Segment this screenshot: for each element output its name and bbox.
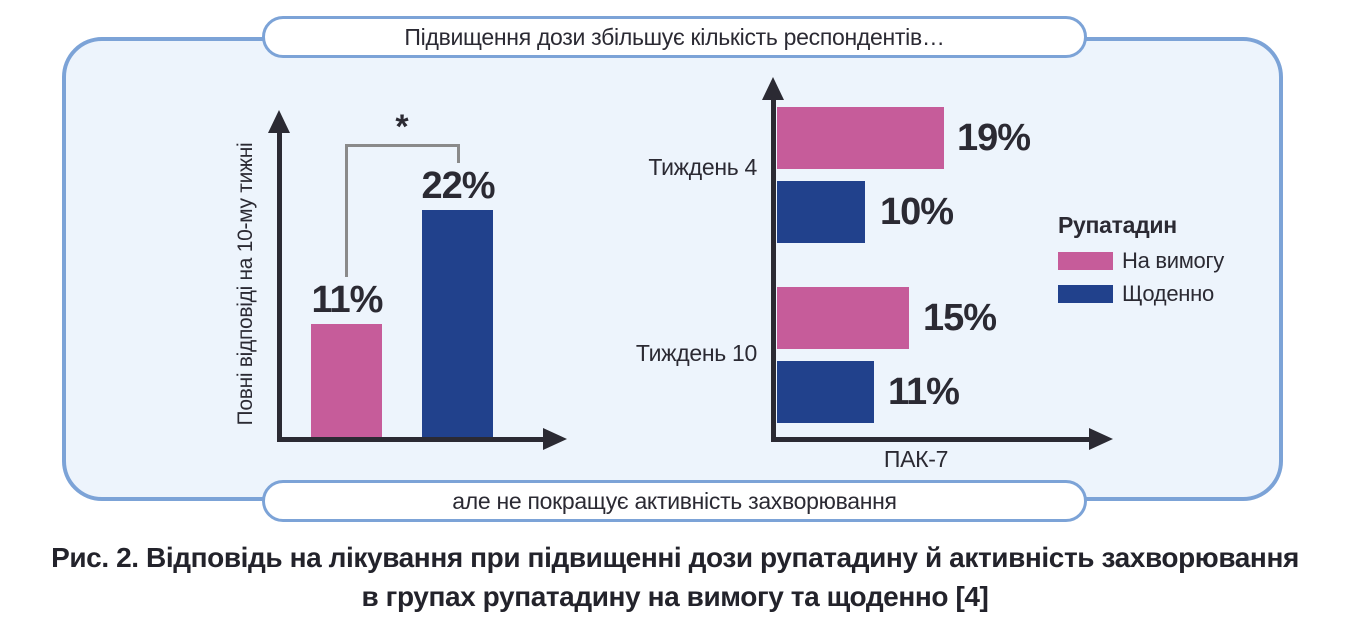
left-chart-y-axis <box>277 130 282 442</box>
right-chart-x-axis-label: ПАК-7 <box>883 446 949 472</box>
value-label-on-demand: 11% <box>311 279 384 321</box>
category-label-week4: Тиждень 4 <box>648 154 757 180</box>
bar-week4-on-demand <box>777 107 944 169</box>
bottom-banner-text: але не покращує активність захворювання <box>452 487 897 514</box>
legend-item-on-demand: На вимогу <box>1058 248 1224 274</box>
figure-caption-line1: Рис. 2. Відповідь на лікування при підви… <box>51 542 1299 573</box>
legend-title: Рупатадин <box>1058 212 1177 238</box>
figure-caption: Рис. 2. Відповідь на лікування при підви… <box>0 538 1350 616</box>
value-label-week4-on-demand: 19% <box>957 117 1031 159</box>
bar-week10-daily <box>777 361 874 423</box>
left-chart-y-axis-arrow-icon <box>268 110 290 133</box>
left-chart-y-axis-label: Повні відповіді на 10-му тижні <box>234 142 257 426</box>
figure-caption-line2: в групах рупатадину на вимогу та щоденно… <box>361 581 989 612</box>
right-chart-x-axis <box>771 437 1093 442</box>
legend-item-daily: Щоденно <box>1058 281 1224 307</box>
legend: Рупатадин На вимогу Щоденно <box>1058 212 1224 314</box>
bar-on-demand-week10 <box>311 324 382 437</box>
bar-week4-daily <box>777 181 865 243</box>
value-label-week4-daily: 10% <box>880 191 954 233</box>
value-label-daily: 22% <box>421 165 495 207</box>
bar-daily-week10 <box>422 210 493 437</box>
left-chart-x-axis <box>277 437 549 442</box>
bar-week10-on-demand <box>777 287 909 349</box>
value-label-week10-on-demand: 15% <box>923 297 997 339</box>
top-banner-text: Підвищення дози збільшує кількість респо… <box>404 23 945 50</box>
right-chart-y-axis-arrow-icon <box>762 77 784 100</box>
significance-bracket-top <box>345 144 460 147</box>
bottom-banner: але не покращує активність захворювання <box>262 480 1087 522</box>
category-label-week10: Тиждень 10 <box>635 340 757 366</box>
significance-bracket-right <box>457 144 460 163</box>
right-chart-x-axis-arrow-icon <box>1089 428 1113 450</box>
left-chart-x-axis-arrow-icon <box>543 428 567 450</box>
significance-bracket-left <box>345 144 348 277</box>
top-banner: Підвищення дози збільшує кількість респо… <box>262 16 1087 58</box>
legend-swatch-blue-icon <box>1058 285 1113 303</box>
legend-label-daily: Щоденно <box>1122 281 1214 306</box>
legend-label-on-demand: На вимогу <box>1122 248 1224 273</box>
legend-swatch-pink-icon <box>1058 252 1113 270</box>
right-chart-y-axis <box>771 97 776 442</box>
value-label-week10-daily: 11% <box>888 371 960 413</box>
significance-star: * <box>395 108 409 146</box>
